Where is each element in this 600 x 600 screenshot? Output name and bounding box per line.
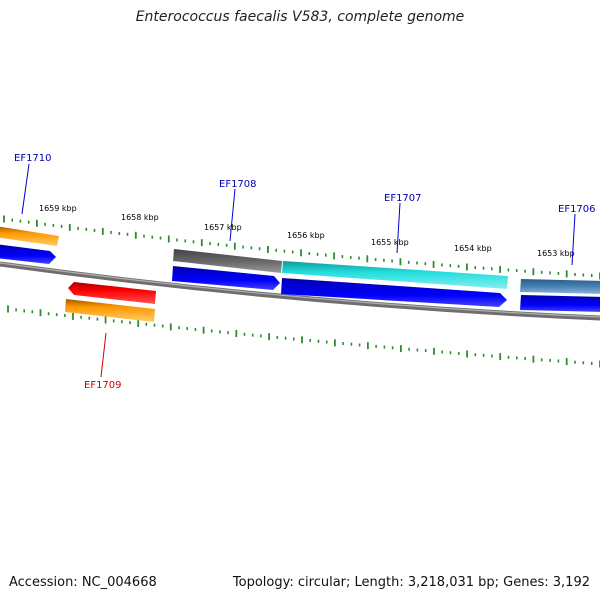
gene-block-ef1710[interactable] — [0, 226, 59, 246]
tick-label: 1653 kbp — [537, 249, 575, 258]
gene-block-ef1706[interactable] — [520, 279, 600, 294]
gene-label-ef1707[interactable]: EF1707 — [384, 193, 422, 204]
gene-callout-line — [229, 188, 236, 242]
genome-summary: Topology: circular; Length: 3,218,031 bp… — [232, 575, 590, 590]
gene-block-ef1707[interactable] — [282, 261, 508, 289]
map-title: Enterococcus faecalis V583, complete gen… — [135, 9, 465, 25]
cds-arrow[interactable] — [0, 244, 56, 264]
gene-label-ef1708[interactable]: EF1708 — [219, 179, 257, 190]
cds-arrow[interactable] — [520, 295, 600, 312]
tick-label: 1659 kbp — [39, 204, 77, 213]
gene-label-ef1709[interactable]: EF1709 — [84, 380, 122, 391]
tick-label: 1654 kbp — [454, 244, 492, 253]
gene-callout-line — [21, 163, 30, 215]
genome-backbone — [0, 261, 600, 321]
gene-callout-line — [100, 332, 107, 378]
accession-label: Accession: NC_004668 — [9, 575, 157, 590]
cds-arrow[interactable] — [281, 278, 507, 307]
gene-block-ef1708[interactable] — [173, 249, 282, 273]
gene-callout-line — [571, 213, 576, 266]
genome-backbone-highlight — [0, 262, 600, 318]
ruler-upper — [3, 215, 600, 280]
tick-label: 1657 kbp — [204, 223, 242, 232]
tick-label: 1656 kbp — [287, 231, 325, 240]
gene-callout-line — [396, 202, 401, 254]
cds-arrow[interactable] — [172, 266, 280, 290]
ruler-lower — [7, 305, 600, 368]
tick-label: 1655 kbp — [371, 238, 409, 247]
gene-label-ef1706[interactable]: EF1706 — [558, 204, 596, 215]
gene-block-ef1709[interactable] — [68, 282, 156, 304]
cds-arrow-reverse[interactable] — [65, 299, 155, 322]
tick-label: 1658 kbp — [121, 213, 159, 222]
gene-label-ef1710[interactable]: EF1710 — [14, 153, 52, 164]
